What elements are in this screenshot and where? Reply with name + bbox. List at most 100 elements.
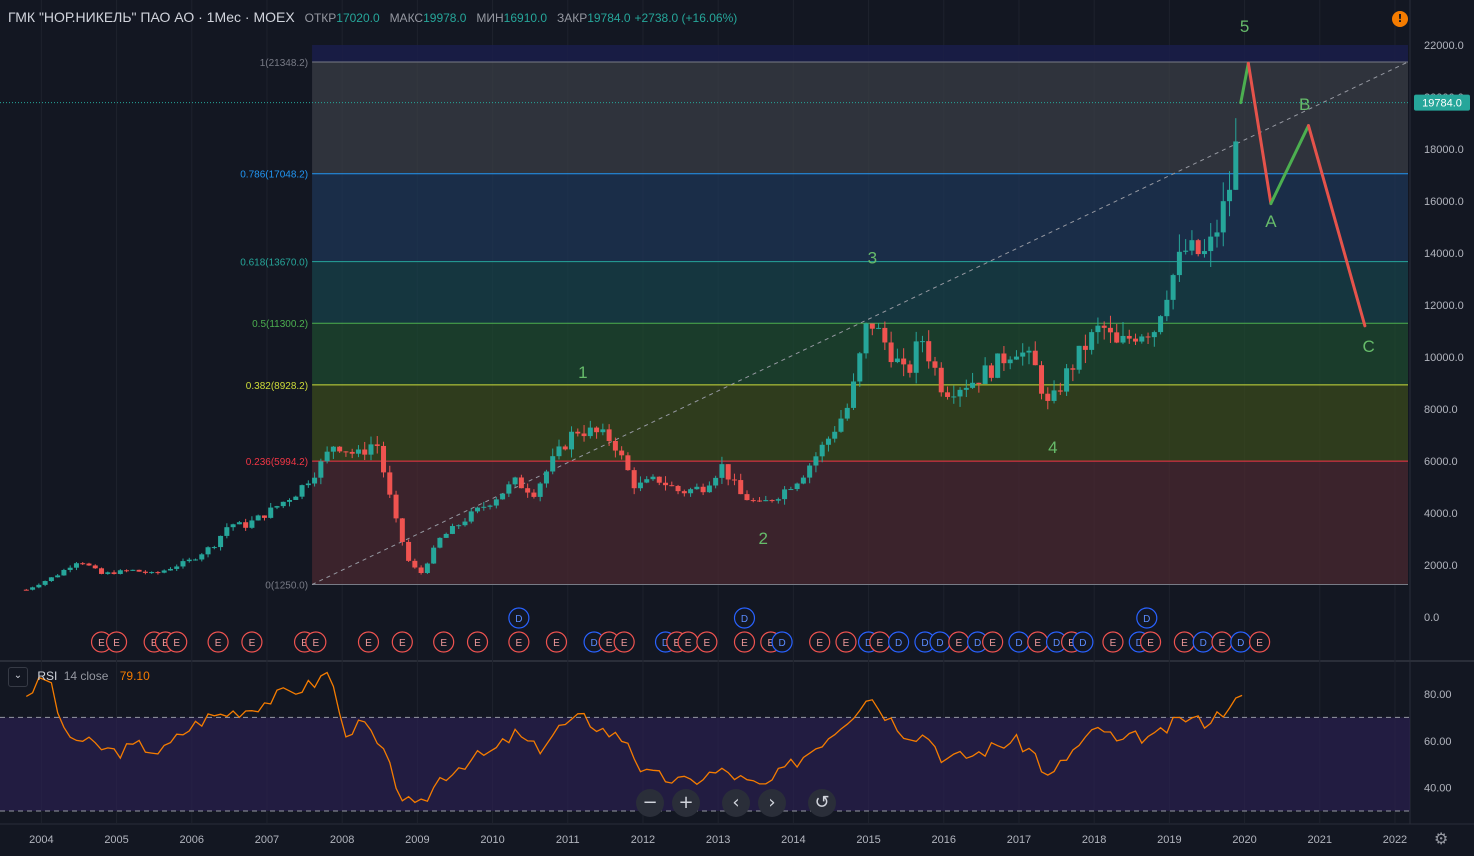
event-marker-label: E xyxy=(474,638,481,649)
candle-body xyxy=(844,407,850,419)
time-axis-label: 2004 xyxy=(29,834,53,846)
candle-body xyxy=(374,444,380,446)
candle-body xyxy=(243,522,249,528)
candle-body xyxy=(180,561,186,567)
candle-body xyxy=(606,429,612,441)
earnings-marker xyxy=(1248,631,1271,653)
rsi-name[interactable]: RSI xyxy=(37,669,58,684)
candle-body xyxy=(1082,345,1088,350)
alert-icon[interactable]: ! xyxy=(1392,11,1408,27)
candle-body xyxy=(1227,189,1233,202)
candle-body xyxy=(1070,368,1076,370)
candle-body xyxy=(456,525,462,527)
candle-body xyxy=(424,563,430,573)
settings-icon[interactable]: ⚙ xyxy=(1434,829,1449,848)
candle-body xyxy=(907,364,913,373)
rsi-legend: ⌄ RSI 14 close 79.10 xyxy=(8,667,150,687)
candle-body xyxy=(449,526,455,534)
high-value: 19978.0 xyxy=(423,11,467,25)
candle-body xyxy=(1208,236,1214,252)
rsi-axis-label: 40.00 xyxy=(1424,783,1452,795)
wave-projection-segment xyxy=(1306,124,1367,328)
candle-body xyxy=(280,501,286,507)
rsi-axis-label: 80.00 xyxy=(1424,689,1452,701)
candle-body xyxy=(550,456,556,472)
candle-body xyxy=(631,470,637,489)
price-axis-label: 10000.0 xyxy=(1424,352,1464,364)
high-label: МАКС xyxy=(389,11,424,25)
candle-body xyxy=(475,507,481,512)
candle-body xyxy=(926,341,932,362)
event-marker-label: D xyxy=(895,638,902,649)
earnings-marker xyxy=(357,631,380,653)
candle-body xyxy=(700,486,706,493)
candle-body xyxy=(481,506,487,508)
candle-body xyxy=(1007,359,1013,364)
event-marker-label: E xyxy=(1219,638,1226,649)
candle-body xyxy=(794,483,800,490)
wave-label: 3 xyxy=(868,248,877,267)
candle-body xyxy=(512,477,518,485)
candle-body xyxy=(161,570,167,573)
fib-level-label: 0.618(13670.0) xyxy=(240,258,308,269)
dividend-marker xyxy=(1072,631,1094,653)
fib-level-label: 0.5(11300.2) xyxy=(252,319,308,330)
event-marker-label: D xyxy=(1136,638,1143,649)
fib-level-label: 0.382(8928.2) xyxy=(246,381,308,392)
candle-body xyxy=(136,569,142,572)
zoom-out-button[interactable]: − xyxy=(636,789,664,817)
candle-body xyxy=(149,572,155,574)
time-axis-label: 2006 xyxy=(180,834,204,846)
event-marker-label: E xyxy=(816,638,823,649)
scroll-left-button[interactable]: ‹ xyxy=(722,789,750,817)
earnings-marker xyxy=(545,631,568,653)
time-axis-label: 2009 xyxy=(405,834,429,846)
candle-body xyxy=(600,429,606,433)
candle-body xyxy=(487,505,493,507)
price-axis-label: 2000.0 xyxy=(1424,560,1458,572)
candle-body xyxy=(976,382,982,384)
earnings-marker xyxy=(508,631,530,653)
time-axis-label: 2005 xyxy=(104,834,128,846)
earnings-marker xyxy=(733,631,756,653)
candle-body xyxy=(99,568,105,574)
candle-body xyxy=(744,494,750,501)
candle-body xyxy=(224,527,230,536)
fib-zone xyxy=(312,173,1409,262)
event-marker-label: E xyxy=(113,638,120,649)
candle-body xyxy=(543,471,549,484)
candle-body xyxy=(1195,240,1201,255)
candle-body xyxy=(581,433,587,437)
time-axis-label: 2022 xyxy=(1383,834,1407,846)
candle-body xyxy=(669,485,675,487)
candle-body xyxy=(1114,332,1120,343)
candle-body xyxy=(807,465,813,478)
symbol-title[interactable]: ГМК "НОР.НИКЕЛЬ" ПАО АО · 1Мес · MOEX xyxy=(8,9,295,25)
event-marker-label: E xyxy=(301,638,308,649)
earnings-marker xyxy=(241,631,263,653)
zoom-in-button[interactable]: + xyxy=(672,789,700,817)
scroll-right-button[interactable]: › xyxy=(758,789,786,817)
candle-body xyxy=(813,456,819,466)
candle-body xyxy=(656,476,662,483)
candle-body xyxy=(901,358,907,365)
candle-body xyxy=(1133,338,1139,342)
candle-body xyxy=(205,547,211,555)
candle-body xyxy=(876,327,882,329)
candle-body xyxy=(675,485,681,492)
event-marker-label: E xyxy=(685,638,692,649)
chevron-down-icon[interactable]: ⌄ xyxy=(8,667,28,687)
candle-body xyxy=(1158,316,1164,333)
reset-chart-button[interactable]: ↺ xyxy=(808,789,836,817)
event-marker-label: D xyxy=(1143,614,1150,625)
candle-body xyxy=(1151,332,1157,338)
candle-body xyxy=(838,418,844,432)
wave-label: 5 xyxy=(1240,17,1249,36)
wave-label: C xyxy=(1362,337,1374,356)
event-marker-label: D xyxy=(974,638,981,649)
candle-body xyxy=(763,500,769,502)
candle-body xyxy=(368,444,374,455)
candle-body xyxy=(174,566,180,569)
event-marker-label: E xyxy=(606,638,613,649)
